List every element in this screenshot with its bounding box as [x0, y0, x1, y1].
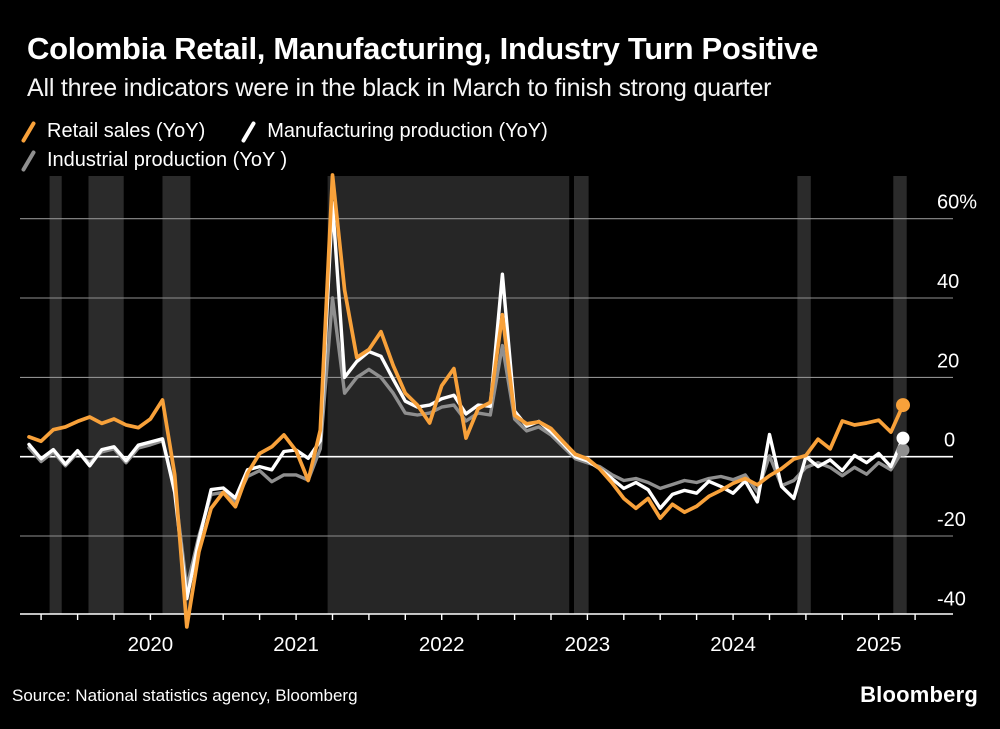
retail-sales-line: [27, 173, 905, 629]
industrial-end-dot: [896, 443, 910, 457]
highlight-band: [88, 176, 124, 614]
y-axis-label: 40: [937, 271, 959, 293]
y-axis-label: 60%: [937, 192, 977, 214]
legend-item-retail-sales: Retail sales (YoY): [21, 120, 205, 143]
legend-item-industrial-production: Industrial production (YoY ): [21, 149, 287, 172]
manufacturing-end-dot: [896, 431, 910, 445]
x-axis-year-label: 2021: [273, 633, 319, 656]
retail-series-slash-icon: [21, 121, 36, 142]
legend-item-manufacturing-production: Manufacturing production (YoY): [241, 120, 548, 143]
highlight-band: [574, 176, 589, 614]
x-axis-year-label: 2024: [710, 633, 756, 656]
x-axis-year-label: 2020: [128, 633, 174, 656]
manufacturing-series-slash-icon: [241, 121, 256, 142]
source-note: Source: National statistics agency, Bloo…: [12, 686, 358, 705]
bloomberg-logo: Bloomberg: [860, 682, 978, 707]
x-axis-year-label: 2023: [565, 633, 611, 656]
retail-sales-end-dot: [896, 398, 910, 413]
highlight-band: [893, 176, 907, 614]
industrial-series-slash-icon: [21, 150, 36, 171]
chart-legend: Retail sales (YoY) Manufacturing product…: [21, 117, 548, 175]
legend-row-1: Retail sales (YoY) Manufacturing product…: [21, 117, 548, 146]
highlight-band: [327, 176, 570, 614]
chart-subtitle: All three indicators were in the black i…: [27, 73, 772, 102]
chart-header: Colombia Retail, Manufacturing, Industry…: [27, 31, 977, 103]
legend-label-retail-sales: Retail sales (YoY): [47, 120, 206, 142]
legend-row-2: Industrial production (YoY ): [21, 146, 548, 175]
chart-title: Colombia Retail, Manufacturing, Industry…: [27, 31, 819, 66]
y-axis-label: -40: [937, 588, 966, 610]
highlight-band: [162, 176, 191, 614]
y-axis-label: 0: [944, 430, 955, 452]
legend-label-manufacturing-production: Manufacturing production (YoY): [267, 120, 548, 142]
y-axis-label: 20: [937, 350, 959, 372]
y-axis-label: -20: [937, 509, 966, 531]
highlight-band: [49, 176, 62, 614]
x-axis-year-label: 2022: [419, 633, 465, 656]
highlight-band: [797, 176, 811, 614]
x-axis-year-label: 2025: [856, 633, 902, 656]
legend-label-industrial-production: Industrial production (YoY ): [47, 149, 288, 171]
